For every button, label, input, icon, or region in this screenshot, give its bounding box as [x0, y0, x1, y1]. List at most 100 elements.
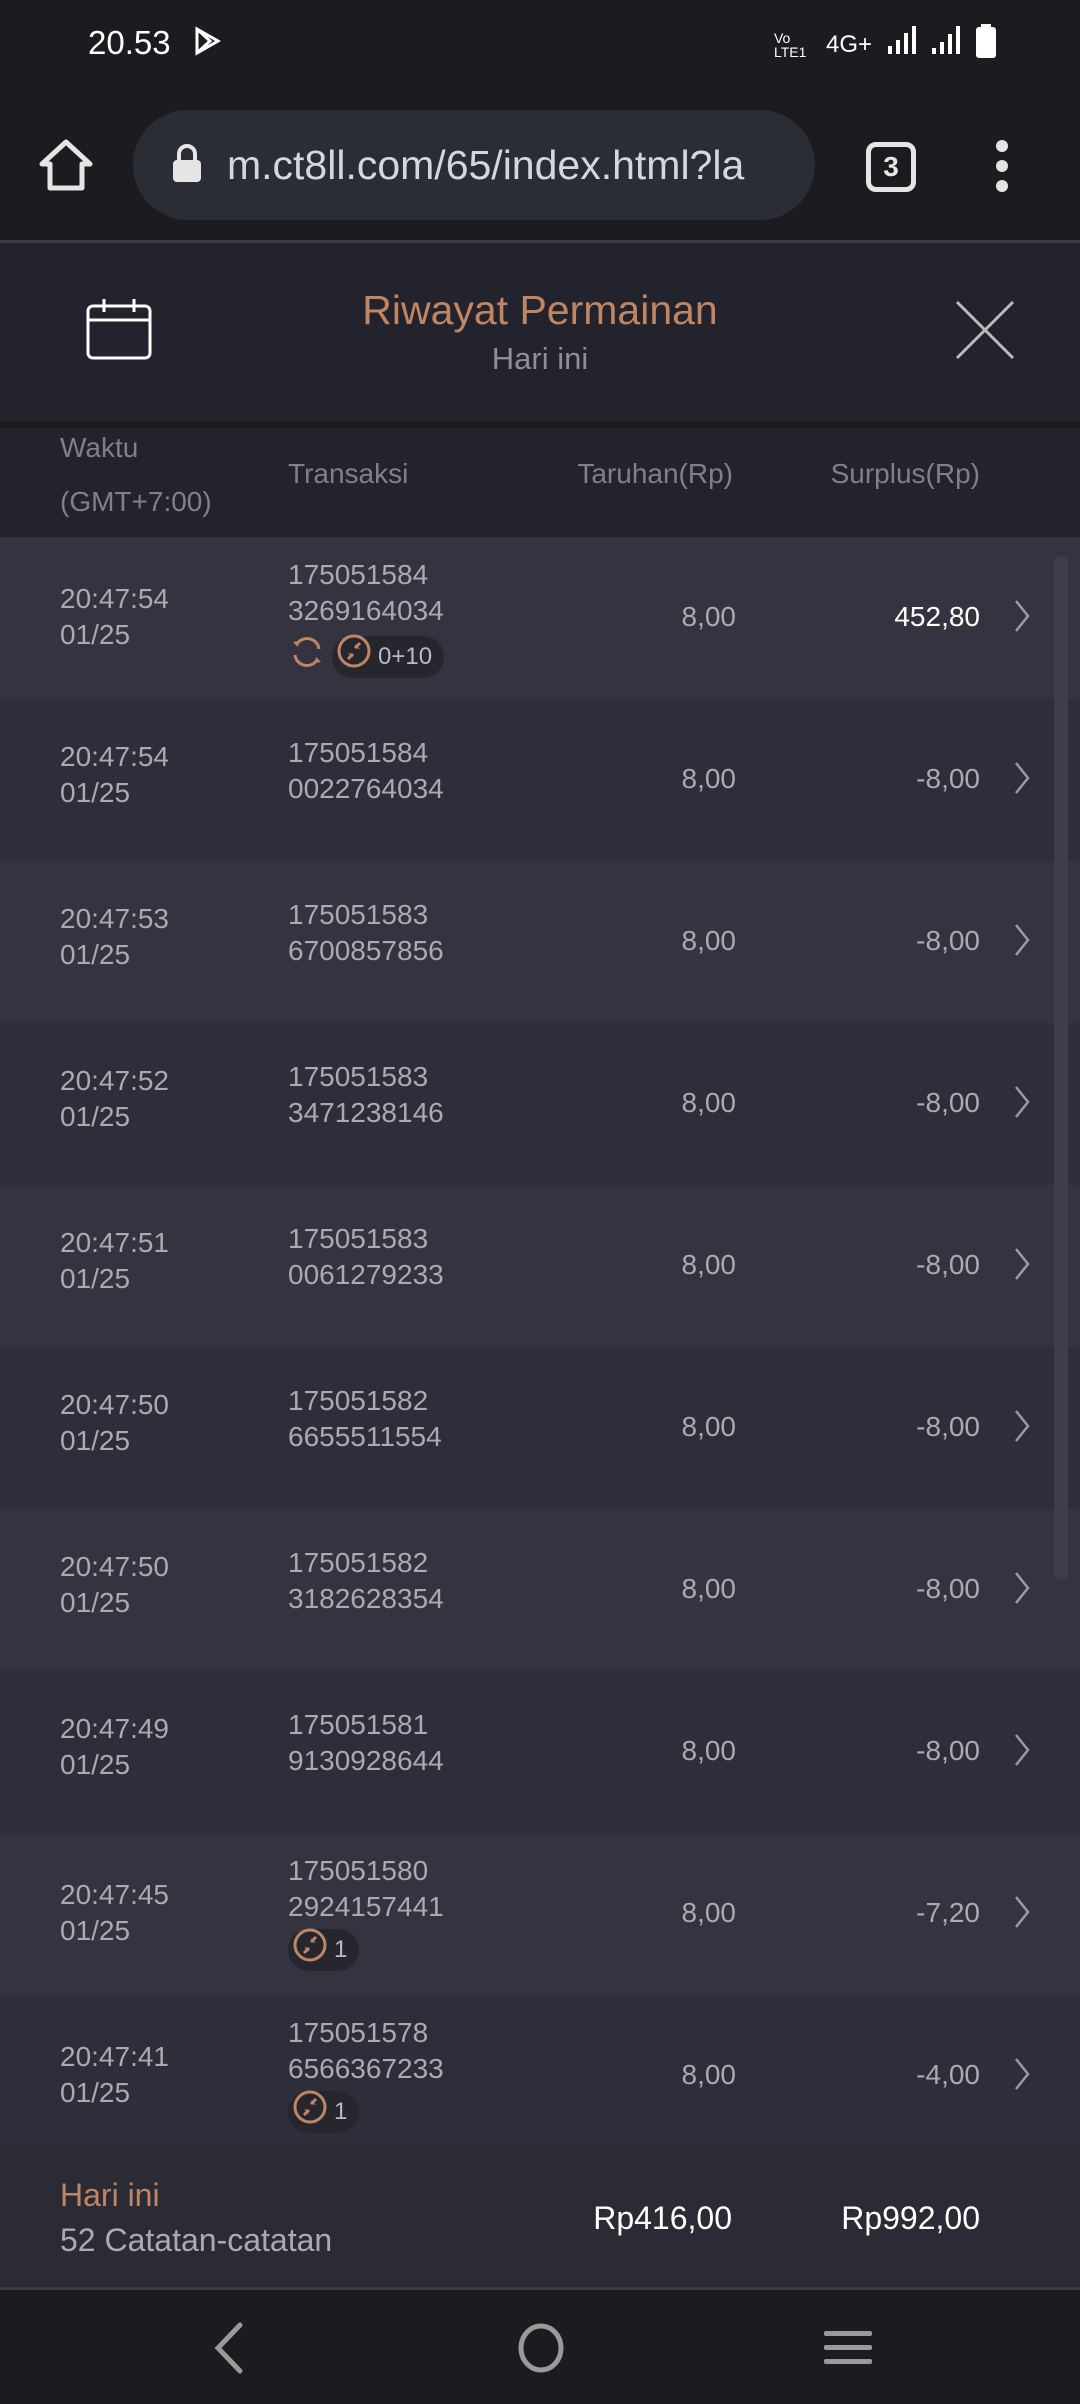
- transaction-id-part1: 175051578: [288, 2017, 429, 2048]
- url-text: m.ct8ll.com/65/index.html?la: [227, 141, 745, 188]
- lock-icon: [171, 143, 203, 188]
- table-row[interactable]: 20:47:54 01/25 175051584 3269164034 0+10…: [0, 537, 1080, 699]
- transaction-id-part1: 175051582: [288, 1547, 429, 1578]
- tab-switcher-button[interactable]: 3: [866, 142, 916, 192]
- row-date: 01/25: [60, 1425, 131, 1456]
- transaction-id-part1: 175051583: [288, 1061, 429, 1092]
- transaction-id-part2: 6655511554: [288, 1421, 442, 1452]
- signal-icon: [884, 26, 918, 63]
- free-spin-badge: 1: [288, 2090, 360, 2133]
- col-surplus: Surplus(Rp): [830, 458, 980, 489]
- free-spin-icon: [292, 1927, 328, 1974]
- transaction-id-part2: 3471238146: [288, 1097, 444, 1128]
- feature-badges: 0+10: [288, 633, 445, 680]
- chevron-right-icon[interactable]: [1014, 599, 1030, 638]
- chevron-right-icon[interactable]: [1014, 1571, 1030, 1610]
- table-row[interactable]: 20:47:53 01/25 175051583 6700857856 8,00…: [0, 861, 1080, 1023]
- status-time: 20.53: [88, 24, 171, 61]
- transaction-id-part1: 175051584: [288, 559, 429, 590]
- col-time-zone: (GMT+7:00): [60, 486, 212, 517]
- row-bet: 8,00: [681, 1249, 737, 1280]
- table-row[interactable]: 20:47:51 01/25 175051583 0061279233 8,00…: [0, 1185, 1080, 1347]
- transaction-id-part2: 6700857856: [288, 935, 444, 966]
- col-bet: Taruhan(Rp): [577, 458, 733, 489]
- transaction-id-part2: 3182628354: [288, 1583, 444, 1614]
- transaction-id-part1: 175051583: [288, 899, 429, 930]
- back-icon[interactable]: [210, 2321, 246, 2380]
- chevron-right-icon[interactable]: [1014, 1085, 1030, 1124]
- feature-badges: 1: [288, 2090, 444, 2133]
- row-time: 20:47:51: [60, 1227, 169, 1258]
- row-date: 01/25: [60, 939, 131, 970]
- summary-period: Hari ini: [60, 2177, 160, 2213]
- transaction-id-part1: 175051581: [288, 1709, 429, 1740]
- play-store-icon: [192, 26, 222, 61]
- chevron-right-icon[interactable]: [1014, 1733, 1030, 1772]
- free-spin-badge: 1: [288, 1927, 360, 1974]
- chevron-right-icon[interactable]: [1014, 1895, 1030, 1934]
- row-date: 01/25: [60, 619, 131, 650]
- row-surplus: -8,00: [916, 763, 980, 794]
- recent-apps-icon[interactable]: [822, 2321, 874, 2380]
- chevron-right-icon[interactable]: [1014, 923, 1030, 962]
- address-bar[interactable]: m.ct8ll.com/65/index.html?la: [133, 110, 815, 220]
- row-surplus: -7,20: [916, 1897, 980, 1928]
- free-spin-badge: 0+10: [332, 633, 445, 680]
- chevron-right-icon[interactable]: [1014, 2057, 1030, 2096]
- free-spin-count: 1: [334, 2098, 348, 2125]
- row-time: 20:47:54: [60, 583, 169, 614]
- table-row[interactable]: 20:47:50 01/25 175051582 3182628354 8,00…: [0, 1509, 1080, 1671]
- transaction-id-part1: 175051582: [288, 1385, 429, 1416]
- row-date: 01/25: [60, 1263, 131, 1294]
- row-date: 01/25: [60, 1749, 131, 1780]
- row-surplus: -8,00: [916, 1573, 980, 1604]
- more-options-icon[interactable]: [990, 138, 1014, 199]
- summary-footer: Hari ini 52 Catatan-catatan Rp416,00 Rp9…: [0, 2145, 1080, 2290]
- col-transaction: Transaksi: [288, 458, 409, 489]
- network-type: 4G+: [825, 30, 872, 58]
- row-bet: 8,00: [681, 601, 737, 632]
- battery-icon: [976, 24, 996, 65]
- table-row[interactable]: 20:47:49 01/25 175051581 9130928644 8,00…: [0, 1671, 1080, 1833]
- chevron-right-icon[interactable]: [1014, 1409, 1030, 1448]
- transaction-id-part2: 2924157441: [288, 1891, 444, 1922]
- row-surplus: -8,00: [916, 925, 980, 956]
- row-bet: 8,00: [681, 1735, 737, 1766]
- row-surplus: 452,80: [894, 601, 980, 632]
- close-icon[interactable]: [955, 300, 1015, 365]
- row-time: 20:47:50: [60, 1551, 169, 1582]
- transaction-id-part2: 3269164034: [288, 595, 444, 626]
- table-row[interactable]: 20:47:52 01/25 175051583 3471238146 8,00…: [0, 1023, 1080, 1185]
- row-surplus: -8,00: [916, 1411, 980, 1442]
- chevron-right-icon[interactable]: [1014, 761, 1030, 800]
- calendar-icon[interactable]: [86, 298, 152, 365]
- table-row[interactable]: 20:47:50 01/25 175051582 6655511554 8,00…: [0, 1347, 1080, 1509]
- table-row[interactable]: 20:47:41 01/25 175051578 6566367233 1 8,…: [0, 1995, 1080, 2157]
- chevron-right-icon[interactable]: [1014, 1247, 1030, 1286]
- col-time: Waktu: [60, 432, 139, 463]
- home-nav-icon[interactable]: [516, 2321, 566, 2380]
- row-time: 20:47:49: [60, 1713, 169, 1744]
- table-row[interactable]: 20:47:45 01/25 175051580 2924157441 1 8,…: [0, 1833, 1080, 1995]
- table-row[interactable]: 20:47:54 01/25 175051584 0022764034 8,00…: [0, 699, 1080, 861]
- row-surplus: -8,00: [916, 1249, 980, 1280]
- row-surplus: -8,00: [916, 1087, 980, 1118]
- page-subtitle: Hari ini: [491, 341, 589, 376]
- scrollbar[interactable]: [1054, 556, 1068, 1580]
- record-count: 52 Catatan-catatan: [60, 2222, 333, 2258]
- row-surplus: -8,00: [916, 1735, 980, 1766]
- row-bet: 8,00: [681, 1897, 737, 1928]
- home-icon[interactable]: [38, 138, 94, 197]
- page-header: Riwayat Permainan Hari ini: [0, 243, 1080, 421]
- feature-badges: 1: [288, 1927, 444, 1974]
- status-bar: 20.53 Vo LTE1 4G+: [0, 0, 1080, 82]
- row-bet: 8,00: [681, 1411, 737, 1442]
- free-spin-icon: [336, 633, 372, 680]
- row-date: 01/25: [60, 1915, 131, 1946]
- free-spin-count: 0+10: [378, 642, 433, 670]
- transaction-id-part1: 175051584: [288, 737, 429, 768]
- row-bet: 8,00: [681, 763, 737, 794]
- transaction-id-part1: 175051583: [288, 1223, 429, 1254]
- row-time: 20:47:54: [60, 741, 169, 772]
- row-date: 01/25: [60, 777, 131, 808]
